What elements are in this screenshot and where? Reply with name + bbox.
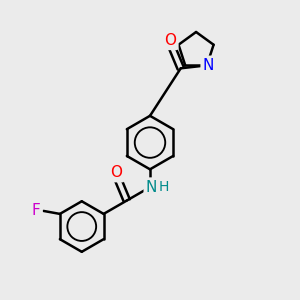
Text: H: H — [159, 180, 169, 194]
Text: O: O — [164, 33, 176, 48]
Text: O: O — [110, 165, 122, 180]
Text: N: N — [146, 180, 157, 195]
Text: N: N — [203, 58, 214, 73]
Text: F: F — [32, 203, 40, 218]
